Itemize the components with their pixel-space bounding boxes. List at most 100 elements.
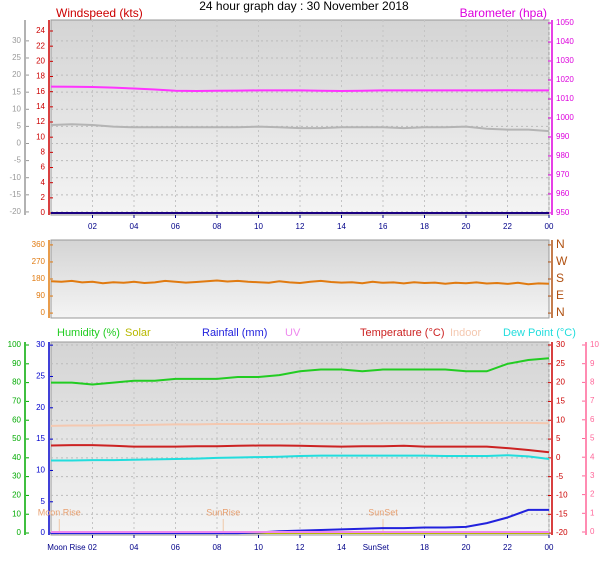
y-tick-label: -20 [9, 207, 21, 216]
x-tick-label: 02 [88, 543, 97, 552]
y-tick-label: W [556, 254, 568, 268]
y-tick-label: 30 [556, 340, 565, 349]
y-tick-label: 4 [41, 178, 46, 187]
y-tick-label: 270 [32, 257, 46, 266]
y-tick-label: 15 [12, 87, 21, 96]
y-tick-label: 15 [36, 434, 45, 443]
y-tick-label: 100 [8, 340, 22, 349]
y-tick-label: 7 [590, 396, 595, 405]
legend-entry: Temperature (°C) [360, 327, 444, 339]
y-tick-label: 8 [41, 147, 46, 156]
y-tick-label: -5 [14, 156, 22, 165]
legend-entry: Solar [125, 327, 151, 339]
series-line [50, 444, 550, 454]
y-tick-label: 70 [12, 397, 21, 406]
y-tick-label: -20 [556, 528, 568, 537]
y-tick-label: 0 [41, 208, 46, 217]
series-line [50, 279, 550, 286]
y-tick-label: 24 [36, 26, 45, 35]
x-tick-label: 06 [171, 543, 180, 552]
y-tick-label: 0 [17, 139, 22, 148]
x-tick-label: 18 [420, 543, 429, 552]
y-tick-label: 30 [12, 36, 21, 45]
y-tick-label: 1010 [556, 94, 574, 103]
y-tick-label: 90 [36, 291, 45, 300]
event-label: Moon Rise [38, 507, 81, 517]
y-tick-label: 2 [41, 193, 46, 202]
y-tick-label: 30 [36, 340, 45, 349]
y-tick-label: 1 [590, 508, 595, 517]
y-tick-label: 8 [590, 378, 595, 387]
x-tick-label: 08 [213, 222, 222, 231]
y-tick-label: 90 [12, 359, 21, 368]
y-tick-label: 16 [36, 87, 45, 96]
y-tick-label: 1050 [556, 18, 574, 27]
y-tick-label: 20 [556, 378, 565, 387]
y-tick-label: 30 [12, 472, 21, 481]
series-line [50, 85, 549, 93]
x-tick-label: 00 [545, 222, 554, 231]
y-tick-label: -10 [9, 173, 21, 182]
x-tick-label: 22 [503, 543, 512, 552]
series-line [51, 508, 549, 535]
event-label: SunRise [206, 507, 240, 517]
y-tick-label: 25 [12, 53, 21, 62]
x-tick-label: 20 [462, 543, 471, 552]
x-tick-label: 04 [130, 222, 139, 231]
y-tick-label: 3 [590, 471, 595, 480]
y-tick-label: 15 [556, 397, 565, 406]
y-tick-label: 0 [590, 527, 595, 536]
y-tick-label: N [556, 237, 565, 251]
y-tick-label: 50 [12, 434, 21, 443]
y-tick-label: 980 [556, 151, 570, 160]
y-tick-label: 20 [12, 491, 21, 500]
plot-background [50, 19, 550, 216]
y-tick-label: 0 [17, 528, 22, 537]
y-tick-label: 360 [32, 240, 46, 249]
y-tick-label: 990 [556, 132, 570, 141]
y-tick-label: E [556, 288, 564, 302]
y-tick-label: 10 [36, 132, 45, 141]
legend-entry: Humidity (%) [57, 327, 120, 339]
y-tick-label: 25 [556, 359, 565, 368]
y-tick-label: 25 [36, 372, 45, 381]
y-tick-label: 5 [590, 434, 595, 443]
y-tick-label: 5 [41, 497, 46, 506]
x-tick-label: 22 [503, 222, 512, 231]
series-line [50, 123, 550, 133]
axis-event-label: Moon Rise [47, 543, 86, 552]
legend-entry: Dew Point (°C) [503, 327, 576, 339]
legend-entry: Indoor [450, 327, 482, 339]
y-tick-label: -15 [556, 509, 568, 518]
y-tick-label: 6 [41, 163, 46, 172]
event-label: SunSet [368, 507, 398, 517]
series-line [51, 357, 550, 386]
y-tick-label: 20 [12, 70, 21, 79]
y-tick-label: 0 [41, 528, 46, 537]
y-tick-label: 1000 [556, 113, 574, 122]
x-tick-label: 04 [130, 543, 139, 552]
y-tick-label: 950 [556, 208, 570, 217]
axis-event-label: SunSet [363, 543, 390, 552]
x-tick-label: 16 [379, 222, 388, 231]
x-tick-label: 10 [254, 543, 263, 552]
y-tick-label: 1030 [556, 56, 574, 65]
x-tick-label: 06 [171, 222, 180, 231]
x-tick-label: 08 [213, 543, 222, 552]
y-tick-label: 10 [36, 466, 45, 475]
y-tick-label: 20 [36, 56, 45, 65]
y-tick-label: 9 [590, 359, 595, 368]
y-tick-label: 4 [590, 452, 595, 461]
y-tick-label: 0 [41, 308, 46, 317]
y-tick-label: 14 [36, 102, 45, 111]
x-tick-label: 20 [462, 222, 471, 231]
chart-title: 24 hour graph day : 30 November 2018 [199, 0, 409, 13]
x-tick-label: 14 [337, 222, 346, 231]
y-tick-label: 5 [556, 434, 561, 443]
y-tick-label: -10 [556, 491, 568, 500]
y-tick-label: 80 [12, 378, 21, 387]
y-tick-label: S [556, 271, 564, 285]
y-tick-label: 40 [12, 453, 21, 462]
legend-entry: Rainfall (mm) [202, 327, 267, 339]
x-tick-label: 14 [337, 543, 346, 552]
